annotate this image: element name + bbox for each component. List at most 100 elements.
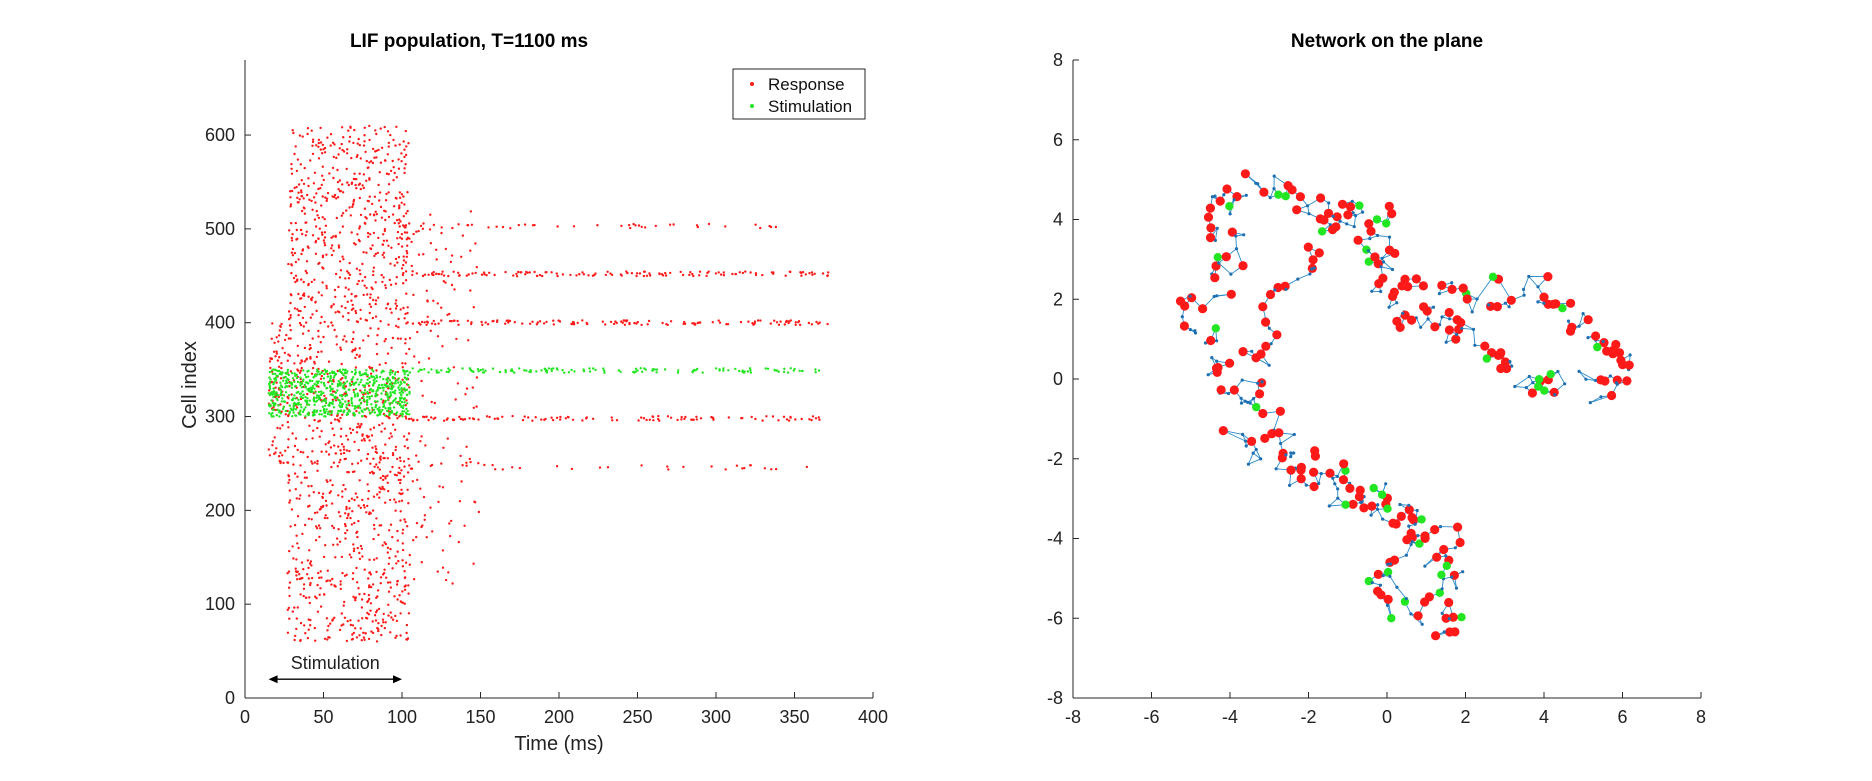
response-spike (290, 236, 293, 240)
stimulation-spike (371, 384, 375, 387)
network-edge (1377, 509, 1383, 520)
network-node (1250, 349, 1254, 353)
response-spike (287, 318, 291, 321)
stimulation-spike (286, 370, 289, 374)
stimulation-spike (281, 371, 284, 374)
stimulation-spike (366, 373, 369, 377)
response-spike (387, 562, 390, 565)
stimulation-spike (401, 415, 404, 418)
response-spike (761, 419, 764, 422)
response-spike (610, 416, 613, 419)
network-y-tick-label: 4 (1053, 210, 1063, 230)
stimulation-spike (372, 370, 375, 373)
stimulation-spike (282, 400, 286, 403)
response-spike (384, 501, 387, 504)
response-spike (377, 533, 380, 537)
stimulation-spike (289, 407, 293, 410)
network-node (1444, 340, 1448, 344)
network-node-stimulation (1377, 490, 1387, 499)
response-spike (332, 155, 335, 159)
response-spike (358, 172, 361, 175)
response-spike (310, 129, 313, 132)
response-spike (552, 319, 555, 322)
raster-ylabel: Cell index (179, 341, 201, 429)
stimulation-spike (344, 400, 347, 403)
stimulation-spike (397, 386, 400, 389)
stimulation-spike (324, 401, 328, 404)
response-spike (385, 576, 388, 579)
response-spike (288, 549, 291, 553)
network-edge (1528, 276, 1539, 288)
network-node (1206, 373, 1210, 377)
response-spike (327, 441, 330, 445)
response-spike (362, 144, 366, 147)
response-spike (328, 491, 331, 495)
response-spike (317, 145, 320, 148)
network-node-response (1314, 248, 1324, 258)
response-spike (311, 144, 314, 147)
response-spike (326, 480, 329, 484)
stimulation-spike (372, 379, 375, 382)
response-spike (302, 280, 305, 284)
stimulation-spike (389, 394, 393, 397)
network-nodes (1175, 169, 1634, 641)
response-spike (333, 444, 336, 447)
response-spike (316, 610, 320, 613)
response-spike (524, 273, 527, 276)
response-spike (555, 416, 559, 419)
response-spike (315, 209, 318, 213)
response-spike (356, 581, 359, 584)
response-spike (689, 271, 692, 274)
response-spike (306, 193, 309, 197)
response-spike (340, 612, 343, 615)
response-spike (344, 488, 347, 491)
stimulation-spike (343, 387, 346, 390)
response-spike (363, 140, 366, 143)
response-spike (404, 261, 408, 264)
response-spike (348, 427, 352, 430)
response-spike (724, 225, 727, 228)
response-spike (357, 519, 360, 523)
response-spike (340, 443, 344, 446)
response-spike (538, 273, 542, 277)
stimulation-spike (484, 369, 487, 372)
raster-x-tick-label: 250 (622, 707, 652, 727)
response-spike (302, 182, 306, 186)
network-node-response (1378, 273, 1388, 283)
response-spike (294, 221, 297, 225)
response-spike (394, 448, 397, 452)
response-spike (344, 537, 347, 540)
response-spike (394, 509, 397, 512)
response-spike (294, 145, 297, 148)
response-spike (749, 271, 752, 274)
response-spike (286, 359, 289, 362)
stimulation-spike (304, 406, 307, 409)
response-spike (319, 141, 323, 144)
network-node (1246, 462, 1250, 466)
network-edge (1473, 329, 1476, 346)
network-node-response (1407, 512, 1417, 523)
response-spike (323, 516, 327, 520)
response-spike (373, 465, 376, 468)
response-spike (342, 150, 346, 153)
stimulation-arrow-right (393, 675, 402, 684)
response-spike (386, 457, 389, 460)
response-spike (722, 271, 725, 274)
response-spike (445, 418, 448, 421)
response-spike (761, 273, 764, 277)
response-spike (606, 466, 610, 469)
network-node-response (1226, 289, 1236, 299)
response-spike (386, 153, 389, 156)
response-spike (369, 585, 373, 589)
stimulation-spike (276, 408, 279, 411)
network-node-response (1441, 613, 1451, 623)
network-node-response (1218, 426, 1228, 436)
stimulation-spike (419, 368, 422, 371)
response-spike (363, 126, 366, 129)
network-node-response (1591, 331, 1601, 341)
network-y-tick-label: 6 (1053, 130, 1063, 150)
response-spike (314, 539, 318, 542)
response-spike (345, 434, 348, 437)
response-spike (412, 293, 415, 297)
stimulation-spike (271, 372, 274, 376)
